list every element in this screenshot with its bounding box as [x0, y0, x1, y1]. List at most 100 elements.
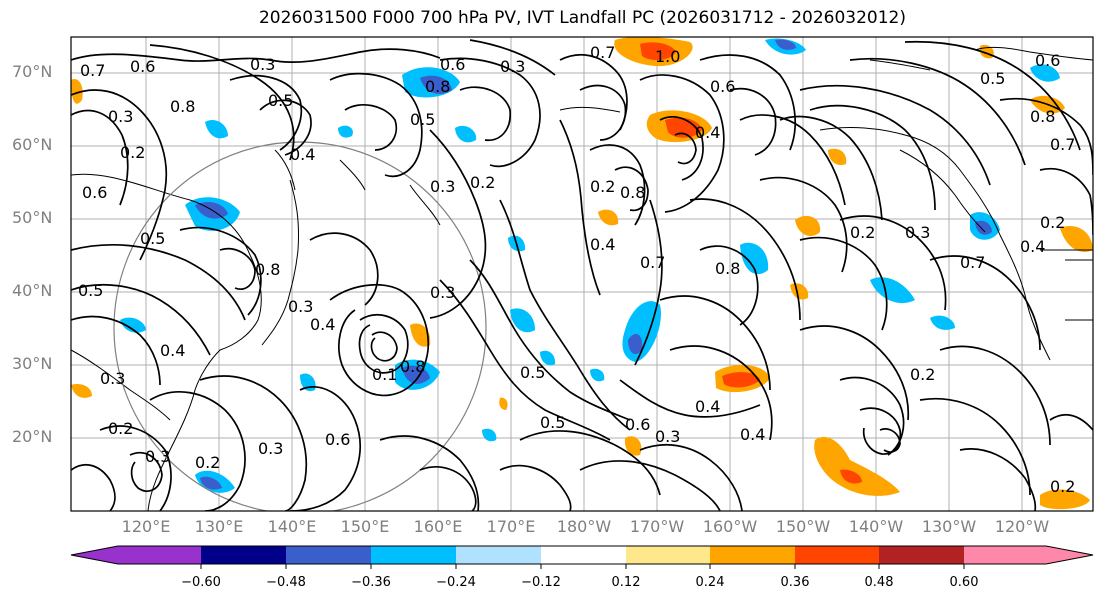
contour-label: 0.3 — [655, 427, 680, 446]
lon-label-140E: 140°E — [267, 517, 317, 536]
plot-frame — [70, 36, 1094, 512]
contour-label: 0.5 — [140, 229, 165, 248]
colorbar-tick-label: −0.24 — [436, 575, 476, 590]
lon-label-130W: 130°W — [921, 517, 977, 536]
contour-label: 0.4 — [695, 397, 720, 416]
contour-label: 0.3 — [430, 283, 455, 302]
lat-label-30N: 30°N — [12, 354, 53, 373]
contour-label: 0.2 — [850, 223, 875, 242]
contour-label: 0.4 — [695, 123, 720, 142]
colorbar-tick-label: 0.36 — [780, 575, 810, 590]
lon-label-160E: 160°E — [413, 517, 463, 536]
lon-label-120E: 120°E — [121, 517, 171, 536]
colorbar-bin — [964, 546, 1046, 564]
contour-label: 0.7 — [1050, 135, 1075, 154]
contour-label: 0.3 — [288, 297, 313, 316]
contour-label: 0.7 — [640, 253, 665, 272]
colorbar — [70, 545, 1094, 569]
contour-label: 0.6 — [440, 55, 465, 74]
colorbar-bin — [541, 546, 626, 564]
contour-label-group: 0.7 0.6 0.3 0.8 0.5 0.2 0.4 0.3 0.6 0.3 … — [78, 43, 1075, 496]
contour-label: 0.3 — [905, 223, 930, 242]
contour-label: 0.8 — [255, 260, 280, 279]
colorbar-bin — [795, 546, 879, 564]
contour-label: 0.5 — [78, 281, 103, 300]
contour-label: 0.8 — [715, 259, 740, 278]
contour-label: 0.2 — [910, 365, 935, 384]
colorbar-tick-label: 0.48 — [864, 575, 894, 590]
contour-label: 0.8 — [1030, 107, 1055, 126]
colorbar-tick-label: −0.60 — [181, 575, 221, 590]
colorbar-tick-label: 0.12 — [611, 575, 641, 590]
contour-label: 0.2 — [1050, 477, 1075, 496]
lon-label-170W: 170°W — [629, 517, 685, 536]
colorbar-bin — [201, 546, 286, 564]
lat-label-50N: 50°N — [12, 208, 53, 227]
contour-label: 0.3 — [100, 369, 125, 388]
colorbar-bin — [710, 546, 795, 564]
contour-label: 0.5 — [520, 363, 545, 382]
colorbar-bin — [626, 546, 710, 564]
contour-label: 0.3 — [145, 447, 170, 466]
lat-label-40N: 40°N — [12, 281, 53, 300]
contour-label: 0.5 — [268, 91, 293, 110]
pv-contours — [71, 39, 1093, 511]
colorbar-bin — [371, 546, 456, 564]
contour-label: 0.2 — [470, 173, 495, 192]
colorbar-tick-label: 0.60 — [949, 575, 979, 590]
contour-label: 0.4 — [1020, 237, 1045, 256]
contour-label: 0.8 — [400, 357, 425, 376]
contour-label: 0.6 — [710, 77, 735, 96]
contour-label: 0.7 — [590, 43, 615, 62]
contour-label: 0.8 — [425, 77, 450, 96]
contour-label: 0.6 — [82, 183, 107, 202]
colorbar-bin — [456, 546, 541, 564]
contour-label: 0.3 — [430, 177, 455, 196]
contour-label: 0.6 — [1035, 51, 1060, 70]
contour-label: 0.4 — [310, 315, 335, 334]
contour-label: 0.4 — [590, 235, 615, 254]
contour-label: 0.2 — [1040, 213, 1065, 232]
plot-area — [71, 37, 1093, 511]
contour-label: 0.4 — [160, 341, 185, 360]
contour-label: 0.5 — [410, 110, 435, 129]
colorbar-bin — [879, 546, 964, 564]
colorbar-tick-label: −0.36 — [351, 575, 391, 590]
colorbar-min-extension — [71, 546, 118, 564]
lat-label-70N: 70°N — [12, 62, 53, 81]
contour-label: 0.3 — [250, 55, 275, 74]
contour-label: 0.2 — [108, 419, 133, 438]
lon-label-160W: 160°W — [702, 517, 758, 536]
lon-label-150E: 150°E — [340, 517, 390, 536]
contour-label: 0.8 — [170, 97, 195, 116]
contour-label: 0.5 — [540, 413, 565, 432]
lon-label-180W: 180°W — [556, 517, 612, 536]
contour-label: 1.0 — [655, 47, 680, 66]
lat-label-60N: 60°N — [12, 135, 53, 154]
contour-label: 0.3 — [500, 57, 525, 76]
colorbar-tick-label: −0.48 — [266, 575, 306, 590]
lon-label-130E: 130°E — [194, 517, 244, 536]
colorbar-bin — [286, 546, 371, 564]
contour-label: 0.6 — [625, 415, 650, 434]
contour-label: 0.4 — [740, 425, 765, 444]
contour-label: 0.2 — [120, 143, 145, 162]
contour-label: 0.3 — [108, 107, 133, 126]
contour-label: 0.7 — [80, 61, 105, 80]
map-title: 2026031500 F000 700 hPa PV, IVT Landfall… — [258, 8, 906, 28]
lon-label-170E: 170°E — [486, 517, 536, 536]
colorbar-bin — [118, 546, 201, 564]
contour-label: 0.6 — [130, 57, 155, 76]
contour-label: 0.6 — [325, 430, 350, 449]
contour-label: 0.2 — [195, 453, 220, 472]
lat-label-20N: 20°N — [12, 427, 53, 446]
colorbar-max-extension — [1046, 546, 1093, 564]
lon-label-140W: 140°W — [848, 517, 904, 536]
contour-label: 0.3 — [258, 439, 283, 458]
projection-circle — [113, 141, 487, 511]
colorbar-outline — [70, 545, 1094, 565]
contour-label: 0.5 — [980, 69, 1005, 88]
contour-label: 0.2 — [590, 177, 615, 196]
contour-label: 0.4 — [290, 145, 315, 164]
lon-label-120W: 120°W — [994, 517, 1050, 536]
